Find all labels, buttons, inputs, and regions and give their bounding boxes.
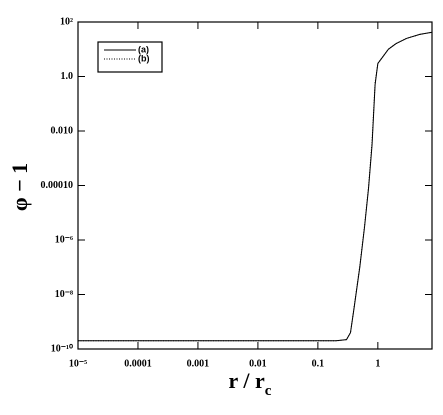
line-series [78,31,433,342]
y-axis-label: φ − 1 [7,163,32,211]
x-tick-label: 0.001 [187,358,210,369]
y-tick-label: 1.0 [61,71,74,82]
x-tick-label: 10⁻⁵ [69,358,87,369]
y-tick-label: 10⁻⁶ [55,234,73,245]
legend-label: (b) [138,53,150,63]
y-tick-label: 10⁻⁸ [55,289,73,300]
y-tick-label: 0.00010 [41,180,74,191]
x-tick-label: 0.1 [312,358,325,369]
legend-box [97,41,163,73]
y-tick-label: 10⁻¹⁰ [51,343,73,354]
line-series [78,31,433,342]
x-axis-label-main: r / r [229,368,265,393]
x-tick-label: 0.01 [249,358,267,369]
x-axis-label: r / rc [229,368,272,399]
x-tick-label: 1 [375,358,380,369]
legend-label: (a) [138,44,149,54]
y-tick-label: 0.010 [51,125,74,136]
x-axis-label-subscript: c [265,383,272,399]
x-tick-label: 0.0001 [124,358,152,369]
y-tick-label: 10² [60,16,73,27]
